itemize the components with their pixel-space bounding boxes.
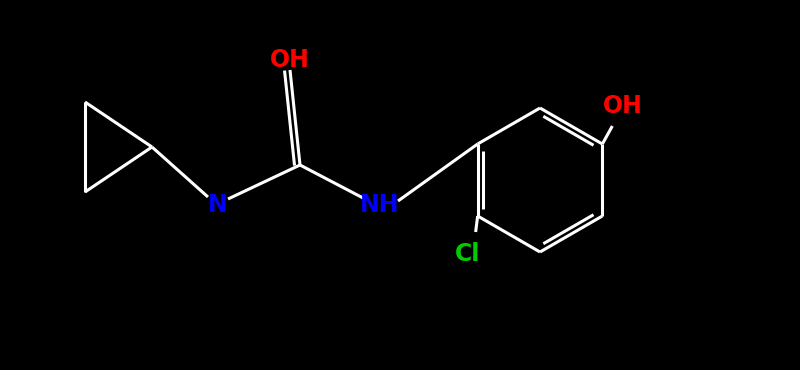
Text: Cl: Cl	[455, 242, 480, 266]
Text: OH: OH	[270, 48, 310, 72]
Text: NH: NH	[360, 193, 400, 217]
Text: OH: OH	[602, 94, 642, 118]
Text: N: N	[208, 193, 228, 217]
